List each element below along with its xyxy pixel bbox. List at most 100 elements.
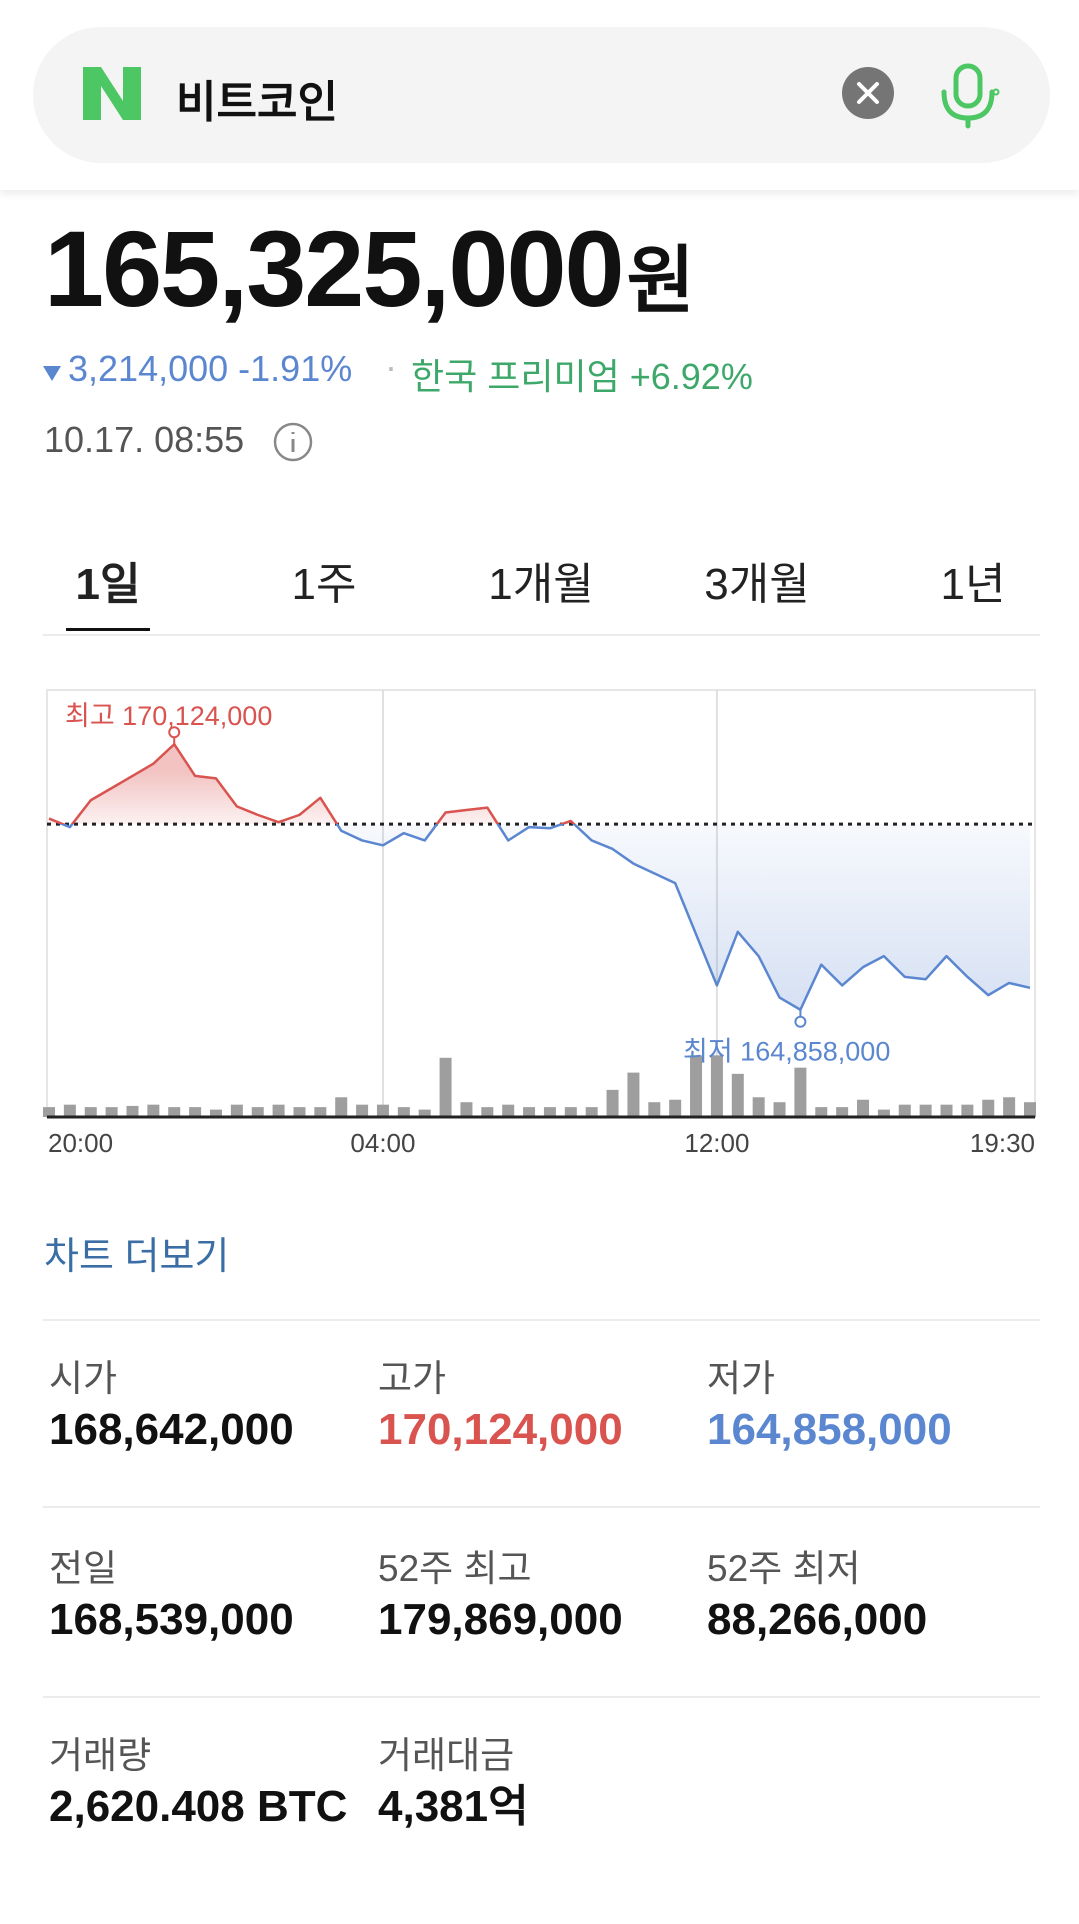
stat-value: 168,642,000 [49, 1405, 294, 1454]
volume-bar [418, 1109, 431, 1117]
stat-value: 4,381억 [378, 1782, 529, 1831]
high-marker [168, 726, 181, 739]
down-arrow [43, 366, 61, 381]
tab-underline [66, 628, 150, 631]
stats-divider [43, 1506, 1040, 1508]
volume-bar [794, 1067, 807, 1117]
period-tab[interactable]: 1주 [291, 560, 357, 609]
volume-bar [460, 1102, 473, 1117]
volume-bar [731, 1073, 744, 1117]
volume-bar [376, 1104, 389, 1117]
volume-bar [147, 1104, 160, 1117]
volume-bar [919, 1104, 932, 1117]
stat-label: 거래량 [49, 1735, 152, 1776]
volume-bar [857, 1099, 870, 1117]
volume-bar [961, 1104, 974, 1117]
naver-logo[interactable] [83, 67, 141, 120]
info-icon[interactable] [272, 421, 314, 463]
stat-label: 시가 [49, 1358, 118, 1399]
header-icons [83, 63, 1000, 129]
price-area [49, 744, 1030, 1010]
low-marker [794, 1015, 807, 1028]
volume-bar [126, 1105, 139, 1117]
period-tab[interactable]: 1일 [75, 560, 141, 609]
volume-bar [564, 1107, 577, 1117]
volume-bar [356, 1104, 369, 1117]
stat-label: 거래대금 [378, 1735, 515, 1776]
volume-bar [397, 1107, 410, 1117]
section-divider [43, 1319, 1040, 1321]
stat-value: 2,620.408 BTC [49, 1782, 348, 1831]
volume-bar [1003, 1097, 1016, 1117]
volume-bar [189, 1107, 202, 1117]
stat-label: 고가 [378, 1358, 447, 1399]
volume-bar [648, 1102, 661, 1117]
mic-body [953, 63, 983, 109]
volume-bar [836, 1107, 849, 1117]
mic-button[interactable] [941, 63, 1000, 129]
volume-bar [710, 1055, 723, 1117]
price-unit: 원 [626, 239, 695, 322]
chart-frame [46, 689, 1036, 1118]
volume-bar [543, 1107, 556, 1117]
x-tick-label: 19:30 [970, 1128, 1035, 1158]
stat-label: 52주 최저 [707, 1548, 861, 1589]
low-label: 최저 164,858,000 [683, 1037, 890, 1067]
stats-divider [43, 1696, 1040, 1698]
stat-value: 168,539,000 [49, 1595, 294, 1644]
volume-bar [752, 1097, 765, 1117]
mic-dot [992, 88, 1000, 96]
volume-bar [209, 1109, 222, 1117]
timestamp: 10.17. 08:55 [44, 419, 245, 460]
search-query[interactable]: 비트코인 [176, 78, 338, 127]
volume-bar [481, 1107, 494, 1117]
period-tab[interactable]: 3개월 [704, 560, 810, 609]
volume-bar [523, 1107, 536, 1117]
clear-icon [857, 82, 879, 104]
volume-bar [585, 1107, 598, 1117]
volume-bar [63, 1104, 76, 1117]
stat-label: 전일 [49, 1548, 118, 1589]
period-tab[interactable]: 1년 [940, 560, 1006, 609]
high-label: 최고 170,124,000 [65, 701, 272, 731]
volume-bar [84, 1107, 97, 1117]
volume-bar [606, 1089, 619, 1117]
volume-bar [815, 1107, 828, 1117]
volume-bar [251, 1107, 264, 1117]
down-triangle [43, 366, 61, 381]
volume-bar [105, 1107, 118, 1117]
volume-bar [877, 1109, 890, 1117]
period-tab[interactable]: 1개월 [488, 560, 594, 609]
volume-bar [439, 1057, 452, 1117]
price-change: 3,214,000 -1.91% [68, 348, 353, 389]
x-tick-label: 12:00 [684, 1128, 749, 1158]
stat-value: 170,124,000 [378, 1405, 623, 1454]
volume-bar [669, 1099, 682, 1117]
separator: · [385, 346, 397, 387]
volume-bar [982, 1099, 995, 1117]
price-value: 165,325,000 [44, 208, 625, 329]
more-chart-link[interactable]: 차트 더보기 [44, 1236, 230, 1278]
volume-bar [1024, 1102, 1036, 1117]
price-line [48, 742, 1031, 1011]
volume-bar [773, 1102, 786, 1117]
stat-value: 164,858,000 [707, 1405, 952, 1454]
tab-divider [43, 634, 1040, 636]
stat-label: 52주 최고 [378, 1548, 532, 1589]
info-circle [273, 422, 313, 462]
volume-bar [898, 1104, 911, 1117]
volume-bar [335, 1097, 348, 1117]
volume-bar [293, 1107, 306, 1117]
header: 비트코인 [0, 0, 1079, 190]
volume-bar [940, 1104, 953, 1117]
volume-bar [272, 1104, 285, 1117]
volume-bar [43, 1107, 55, 1117]
volume-bar [502, 1104, 515, 1117]
volume-bar [690, 1055, 703, 1117]
volume-bar [168, 1107, 181, 1117]
stat-label: 저가 [707, 1358, 776, 1399]
mic-stand [941, 89, 995, 129]
x-tick-label: 04:00 [350, 1128, 415, 1158]
x-tick-label: 20:00 [48, 1128, 113, 1158]
